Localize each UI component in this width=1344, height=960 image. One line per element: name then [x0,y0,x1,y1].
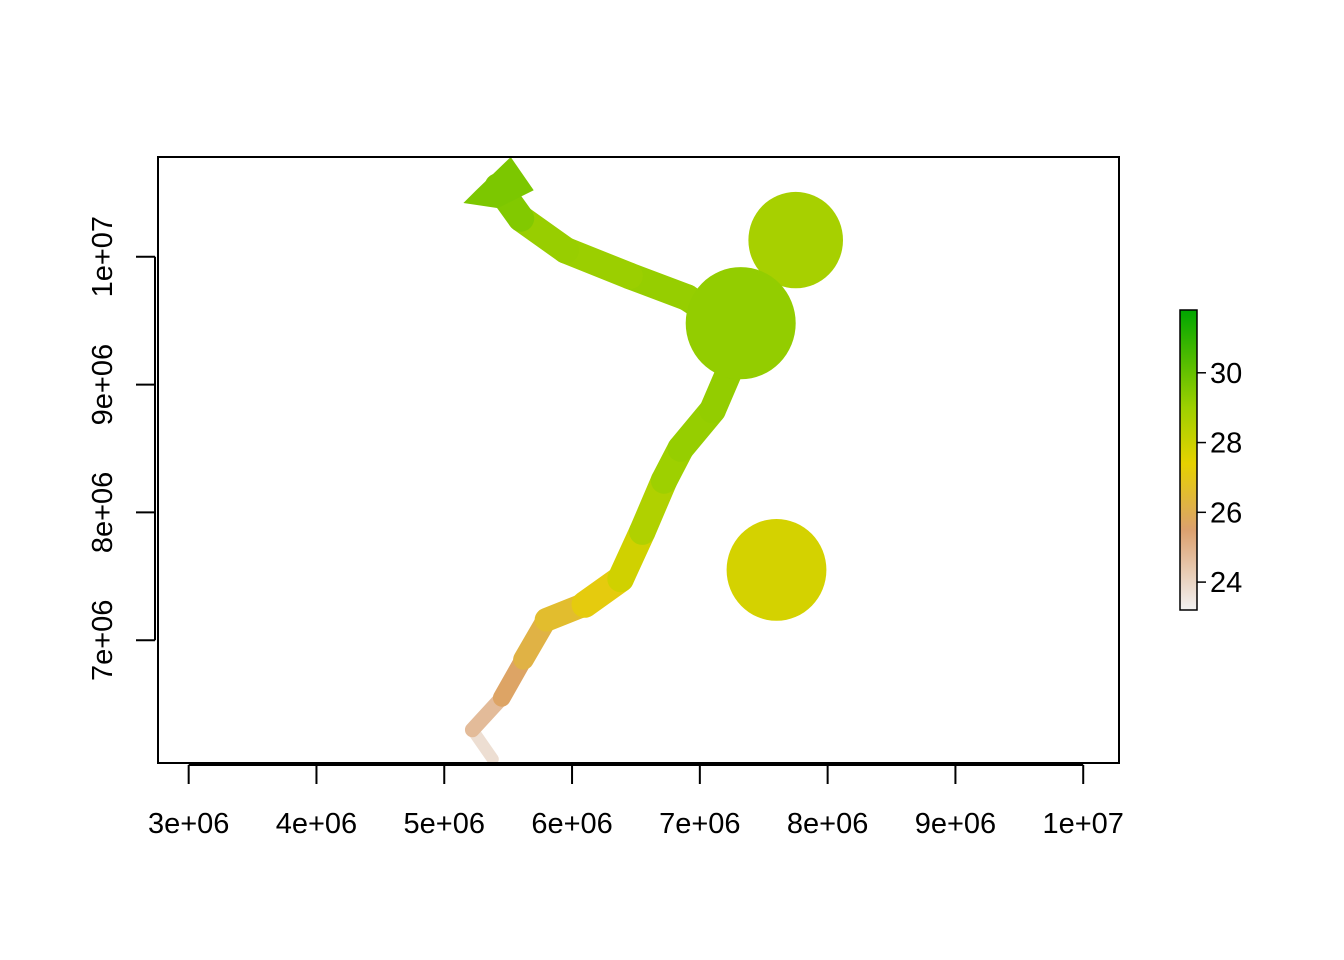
raster-disc [685,267,796,380]
x-tick-label: 5e+06 [404,808,485,840]
legend-tick-label: 26 [1210,497,1242,529]
x-tick-label: 9e+06 [915,808,996,840]
legend-tick-label: 28 [1210,428,1242,460]
raster-layer [463,157,843,763]
y-tick-label: 1e+07 [87,216,119,297]
x-tick-label: 4e+06 [276,808,357,840]
legend-colorbar [1179,309,1198,611]
y-tick-label: 9e+06 [87,344,119,425]
plot-frame [157,156,1120,764]
raster-disc [726,519,827,621]
x-axis: 3e+06 4e+06 5e+06 6e+06 7e+06 8e+06 9e+06 1e+07 [148,764,1124,840]
x-tick-label: 7e+06 [659,808,740,840]
x-tick-label: 1e+07 [1042,808,1123,840]
x-tick-label: 6e+06 [531,808,612,840]
x-tick-label: 8e+06 [787,808,868,840]
x-tick-label: 3e+06 [148,808,229,840]
color-legend: 24 26 28 30 [1179,309,1242,611]
y-axis: 7e+06 8e+06 9e+06 1e+07 [87,216,156,681]
legend-tick-label: 30 [1210,358,1242,390]
y-tick-label: 8e+06 [87,472,119,553]
river-headwater-cell [463,157,534,209]
raster-disc [748,191,843,289]
y-tick-label: 7e+06 [87,600,119,681]
legend-tick-label: 24 [1210,567,1242,599]
